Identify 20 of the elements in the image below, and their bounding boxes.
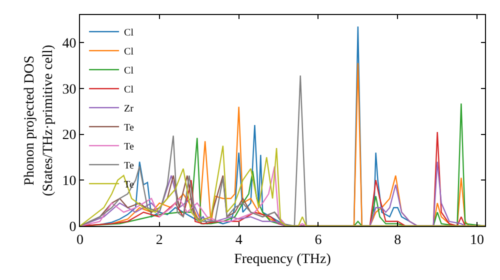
- legend-label: Te: [124, 160, 134, 172]
- x-tick-label: 6: [314, 232, 322, 248]
- x-axis-title: Frequency (THz): [234, 252, 332, 268]
- legend-label: Te: [124, 142, 134, 153]
- legend-label: Cl: [124, 28, 134, 39]
- y-tick-label: 30: [62, 82, 76, 98]
- y-tick-label: 0: [69, 220, 76, 235]
- y-tick-label: 20: [62, 128, 76, 144]
- legend-label: Cl: [124, 46, 134, 58]
- y-axis-title: Phonon projected DOS (States/THz·primitive cell): [22, 44, 56, 196]
- legend-label: Zr: [124, 104, 134, 115]
- legend-label: Te: [124, 122, 134, 134]
- legend-label: Cl: [124, 84, 134, 96]
- x-tick-label: 8: [394, 232, 402, 248]
- y-tick-label: 40: [62, 36, 76, 52]
- x-tick-label: 4: [235, 232, 242, 248]
- y-tick-label: 10: [62, 174, 76, 190]
- x-tick-label: 2: [156, 232, 163, 248]
- legend-label: Cl: [124, 66, 134, 77]
- x-tick-label: 10: [470, 232, 484, 248]
